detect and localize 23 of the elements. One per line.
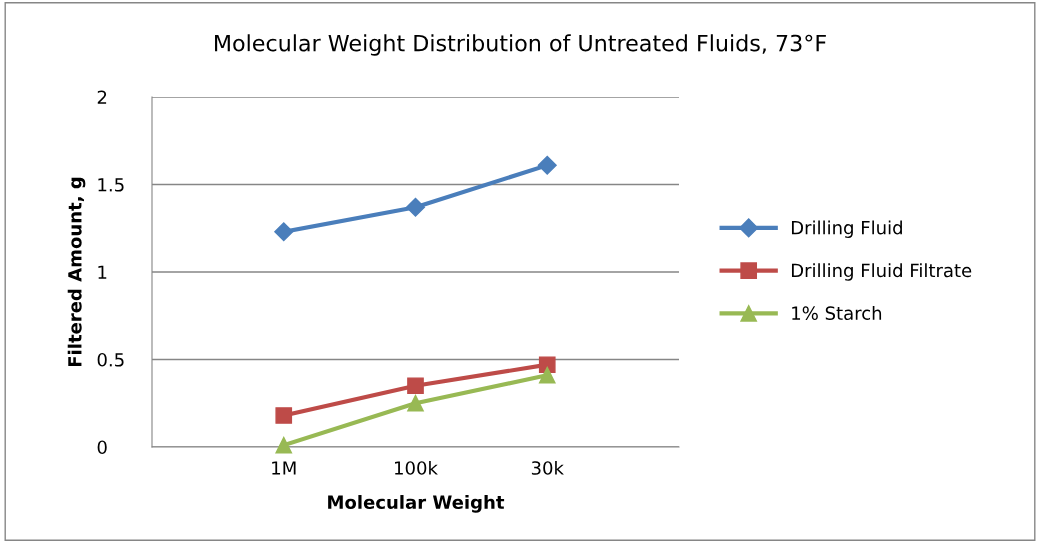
- y-tick-label: 0: [97, 440, 107, 455]
- x-tick-label: 100k: [395, 460, 438, 475]
- y-axis-title: Filtered Amount, g: [67, 177, 86, 367]
- legend-label: Drilling Fluid Filtrate: [791, 263, 972, 281]
- y-tick-label: 0.5: [97, 352, 124, 367]
- x-axis-title: Molecular Weight: [328, 495, 505, 513]
- point: [405, 197, 426, 217]
- x-tick-label: 30k: [531, 460, 564, 475]
- point: [537, 155, 557, 175]
- x-tick-label: 1M: [272, 461, 296, 475]
- legend-label: 1% Starch: [792, 306, 882, 320]
- y-tick-label: 1: [98, 265, 107, 279]
- y-tick-label: 1.5: [98, 178, 124, 192]
- point: [407, 394, 424, 412]
- legend-label: Drilling Fluid: [791, 220, 902, 238]
- point: [274, 222, 294, 242]
- point: [538, 356, 556, 374]
- y-tick-label: 2: [97, 90, 107, 104]
- point: [538, 366, 556, 384]
- chart-title: Molecular Weight Distribution of Untreated Fluids, 73°F: [215, 34, 826, 56]
- point: [275, 436, 293, 454]
- point: [275, 407, 293, 424]
- point: [407, 377, 424, 395]
